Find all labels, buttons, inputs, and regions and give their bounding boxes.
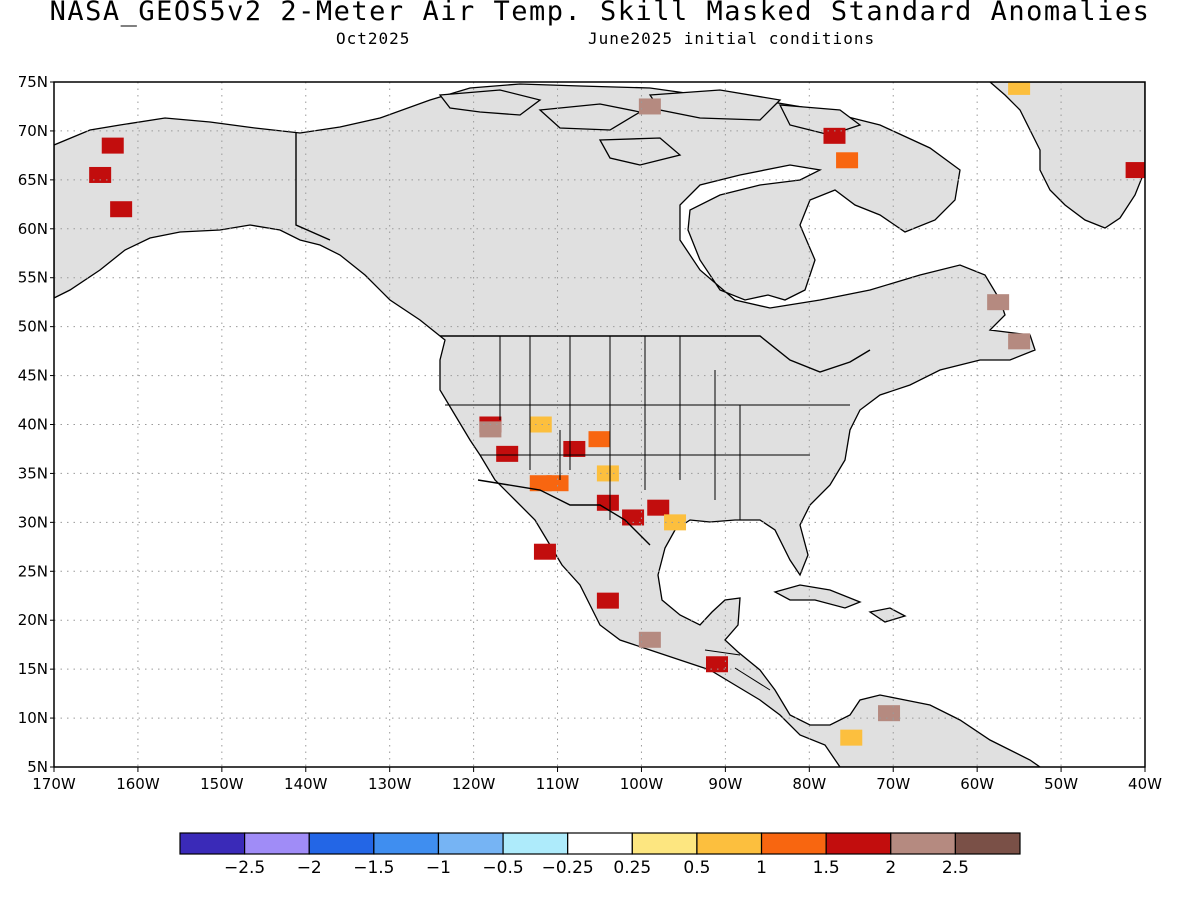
anomaly-cell [496, 445, 519, 462]
anomaly-cell [638, 98, 661, 115]
lat-tick-label: 70N [18, 122, 48, 140]
colorbar-swatch [502, 832, 569, 855]
lat-tick-label: 15N [18, 660, 48, 678]
anomaly-cell [647, 499, 670, 516]
anomaly-cell [1008, 82, 1031, 95]
lon-tick-label: 140W [284, 775, 328, 793]
colorbar-label: −2.5 [224, 858, 265, 878]
colorbar: −2.5 −2 −1.5 −1 −0.5 −0.25 0.25 0.5 1 1.5 2 2.5 [179, 832, 1021, 878]
colorbar-swatch [890, 832, 956, 855]
lon-tick-label: 150W [200, 775, 244, 793]
lat-tick-label: 45N [18, 367, 48, 385]
lon-tick-label: 90W [708, 775, 742, 793]
anomaly-cell [529, 416, 552, 433]
anomaly-cell [533, 543, 556, 560]
us-mexico-border [477, 479, 651, 546]
lon-tick-label: 40W [1128, 775, 1162, 793]
colorbar-label: 1 [756, 858, 767, 878]
colorbar-swatch [437, 832, 504, 855]
anomaly-cell [823, 127, 846, 144]
latitude-axis: 75N 70N 65N 60N 55N 50N 45N 40N 35N 30N 25N 20N 15N 1… [18, 73, 54, 776]
lat-tick-label: 35N [18, 464, 48, 482]
colorbar-label: 2 [885, 858, 896, 878]
anomaly-cell [840, 729, 863, 746]
land-cuba [773, 584, 862, 609]
us-canada-border [440, 335, 871, 373]
alaska-border [295, 133, 331, 241]
colorbar-swatch [631, 832, 698, 855]
central-america-borders [704, 649, 771, 691]
lat-tick-label: 30N [18, 513, 48, 531]
colorbar-label: 0.25 [613, 858, 651, 878]
lon-tick-label: 130W [368, 775, 412, 793]
initial-conditions: June2025 initial conditions [588, 29, 876, 48]
anomaly-cell [1008, 333, 1031, 350]
land-greenland [989, 82, 1145, 229]
colorbar-swatch [954, 832, 1021, 855]
lon-tick-label: 160W [116, 775, 160, 793]
anomaly-cell [878, 705, 901, 722]
lat-tick-label: 50N [18, 318, 48, 336]
lat-tick-label: 40N [18, 416, 48, 434]
anomaly-cell [664, 514, 687, 531]
longitude-axis: 170W 160W 150W 140W 130W 120W 110W 100W 90W 80W 70… [32, 767, 1162, 793]
lat-tick-label: 65N [18, 171, 48, 189]
lon-tick-label: 80W [792, 775, 826, 793]
anomaly-cell [836, 152, 859, 169]
map-title: NASA_GEOS5v2 2-Meter Air Temp. Skill Mas… [49, 0, 1151, 27]
lon-tick-label: 50W [1044, 775, 1078, 793]
anomaly-layer [89, 82, 1145, 746]
anomaly-cell [546, 475, 569, 492]
colorbar-swatch [696, 832, 763, 855]
colorbar-label: −0.5 [482, 858, 523, 878]
lat-tick-label: 75N [18, 73, 48, 91]
anomaly-cell [622, 509, 645, 526]
anomaly-cell [1125, 162, 1145, 179]
forecast-month: Oct2025 [336, 29, 411, 48]
anomaly-cell [596, 494, 619, 511]
land-arctic-islands [438, 89, 862, 166]
colorbar-swatch [825, 832, 892, 855]
colorbar-label: 1.5 [813, 858, 840, 878]
lat-tick-label: 25N [18, 562, 48, 580]
anomaly-cell [588, 431, 611, 448]
land-hispaniola [868, 607, 907, 623]
lon-tick-label: 60W [960, 775, 994, 793]
us-state-lines [445, 336, 850, 520]
colorbar-label: 0.5 [683, 858, 710, 878]
colorbar-label: −2 [297, 858, 322, 878]
lon-tick-label: 170W [32, 775, 76, 793]
colorbar-swatch [308, 832, 375, 855]
colorbar-label: −1 [426, 858, 451, 878]
lat-tick-label: 5N [27, 758, 48, 776]
colorbar-label: −1.5 [353, 858, 394, 878]
anomaly-cell [101, 137, 124, 154]
colorbar-label: 2.5 [942, 858, 969, 878]
anomaly-cell [529, 475, 552, 492]
lat-tick-label: 60N [18, 220, 48, 238]
anomaly-cell [110, 201, 133, 218]
anomaly-cell [705, 656, 728, 673]
anomaly-cell [638, 631, 661, 648]
lat-tick-label: 10N [18, 709, 48, 727]
colorbar-swatch [567, 832, 633, 855]
political-borders [295, 133, 871, 691]
lon-tick-label: 100W [620, 775, 664, 793]
anomaly-cell [563, 440, 586, 457]
colorbar-swatch [244, 832, 310, 855]
anomaly-cell [596, 592, 619, 609]
anomaly-cell [89, 166, 112, 183]
colorbar-label: −0.25 [542, 858, 594, 878]
lon-tick-label: 70W [876, 775, 910, 793]
colorbar-swatch [760, 832, 827, 855]
anomaly-cell [987, 294, 1010, 311]
lat-tick-label: 55N [18, 269, 48, 287]
lat-tick-label: 20N [18, 611, 48, 629]
colorbar-swatch [373, 832, 440, 855]
lon-tick-label: 110W [536, 775, 580, 793]
colorbar-swatch [179, 832, 246, 855]
lon-tick-label: 120W [452, 775, 496, 793]
anomaly-cell [479, 421, 502, 438]
